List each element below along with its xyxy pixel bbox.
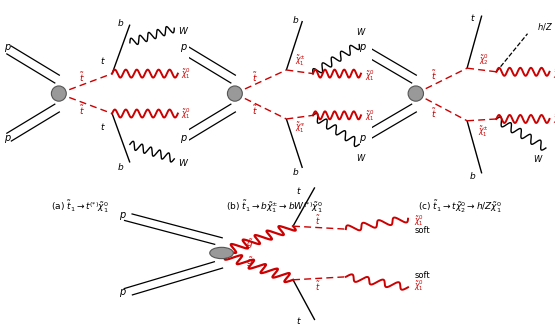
Text: $\tilde{\chi}_2^0$: $\tilde{\chi}_2^0$: [478, 52, 488, 66]
Text: $\tilde{t}$: $\tilde{t}$: [79, 103, 85, 117]
Text: (c) $\tilde{t}_1 \rightarrow t\tilde{\chi}_2^0 \rightarrow h/Z\tilde{\chi}_1^0$: (c) $\tilde{t}_1 \rightarrow t\tilde{\ch…: [418, 199, 502, 215]
Text: $h/Z$: $h/Z$: [537, 21, 553, 32]
Text: $\tilde{\chi}_1^0$: $\tilde{\chi}_1^0$: [414, 213, 425, 228]
Text: $\tilde{g}$: $\tilde{g}$: [246, 237, 253, 251]
Text: $\tilde{\chi}_1^{\pm}$: $\tilde{\chi}_1^{\pm}$: [478, 124, 489, 139]
Circle shape: [210, 247, 233, 259]
Text: $\tilde{t}$: $\tilde{t}$: [315, 213, 321, 227]
Text: $\tilde{t}$: $\tilde{t}$: [79, 70, 85, 84]
Text: soft: soft: [414, 226, 430, 235]
Text: $\tilde{t}$: $\tilde{t}$: [251, 70, 258, 84]
Text: $W$: $W$: [533, 153, 544, 164]
Text: $p$: $p$: [180, 42, 188, 54]
Text: $W$: $W$: [178, 157, 189, 168]
Text: $\tilde{t}$: $\tilde{t}$: [251, 103, 258, 117]
Text: $\tilde{\chi}_1^{\pm}$: $\tilde{\chi}_1^{\pm}$: [295, 54, 306, 68]
Text: $t$: $t$: [296, 185, 302, 196]
Text: $\tilde{\chi}_1^0$: $\tilde{\chi}_1^0$: [181, 106, 191, 121]
Text: $p$: $p$: [119, 210, 127, 222]
Text: $\tilde{t}$: $\tilde{t}$: [431, 107, 437, 121]
Text: $W$: $W$: [356, 152, 366, 163]
Text: $\tilde{t}$: $\tilde{t}$: [431, 69, 437, 82]
Text: $\tilde{\chi}_1^0$: $\tilde{\chi}_1^0$: [553, 66, 555, 81]
Text: $b$: $b$: [117, 17, 125, 28]
Text: soft: soft: [414, 271, 430, 280]
Text: $\tilde{t}$: $\tilde{t}$: [315, 279, 321, 293]
Text: $\tilde{\chi}_1^0$: $\tilde{\chi}_1^0$: [414, 278, 425, 293]
Circle shape: [408, 86, 423, 101]
Text: $p$: $p$: [359, 133, 367, 145]
Text: $\tilde{\chi}_1^0$: $\tilde{\chi}_1^0$: [365, 68, 375, 83]
Text: $\tilde{\chi}_1^0$: $\tilde{\chi}_1^0$: [181, 66, 191, 81]
Text: $t$: $t$: [100, 121, 106, 132]
Text: $b$: $b$: [117, 161, 125, 172]
Text: $W$: $W$: [356, 26, 366, 37]
Text: $p$: $p$: [180, 133, 188, 145]
Text: $t$: $t$: [296, 315, 302, 324]
Text: (b) $\tilde{t}_1 \rightarrow b\tilde{\chi}_1^{\pm} \rightarrow bW^{(*)}\tilde{\c: (b) $\tilde{t}_1 \rightarrow b\tilde{\ch…: [225, 199, 322, 215]
Text: $W$: $W$: [178, 25, 189, 36]
Text: $\tilde{\chi}_1^0$: $\tilde{\chi}_1^0$: [553, 111, 555, 126]
Circle shape: [52, 86, 66, 101]
Text: $p$: $p$: [119, 287, 127, 299]
Text: (a) $\tilde{t}_1 \rightarrow t^{(*)}\tilde{\chi}_1^0$: (a) $\tilde{t}_1 \rightarrow t^{(*)}\til…: [51, 199, 109, 215]
Text: $b$: $b$: [291, 166, 299, 177]
Text: $t$: $t$: [100, 55, 106, 66]
Text: $p$: $p$: [4, 133, 12, 145]
Text: $\tilde{\chi}_1^0$: $\tilde{\chi}_1^0$: [365, 108, 375, 123]
Circle shape: [228, 86, 243, 101]
Text: $p$: $p$: [359, 42, 367, 54]
Text: $\tilde{g}$: $\tilde{g}$: [246, 255, 253, 269]
Text: $\tilde{\chi}_1^{\mp}$: $\tilde{\chi}_1^{\mp}$: [295, 121, 306, 135]
Text: $b$: $b$: [291, 14, 299, 25]
Text: $t$: $t$: [470, 12, 476, 23]
Text: $b$: $b$: [469, 170, 476, 181]
Text: $p$: $p$: [4, 42, 12, 54]
